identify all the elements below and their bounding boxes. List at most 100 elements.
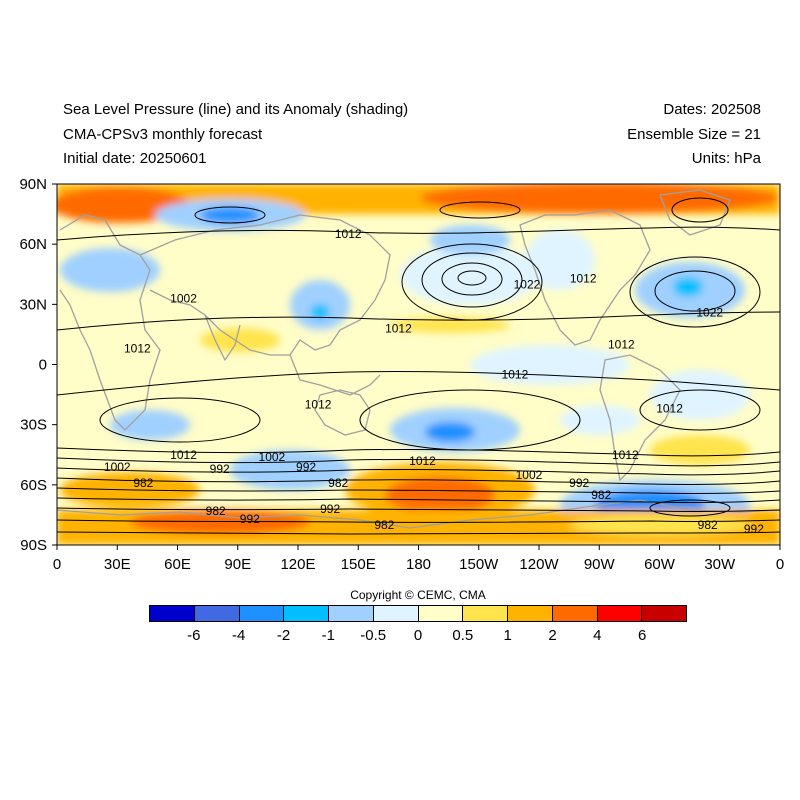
- colorbar-swatch: [642, 606, 686, 621]
- shading-southern-aus-negative: [230, 450, 350, 490]
- contour-label: 992: [296, 460, 316, 474]
- map-figure: 1012 1002 1012 1022 1012 1012 1012 1022 1012 1012…: [19, 176, 784, 573]
- lat-label: 60N: [19, 236, 47, 253]
- contour-label: 1002: [170, 291, 197, 305]
- lon-label: 180: [406, 556, 431, 573]
- contour-label: 1012: [409, 454, 436, 468]
- contour-label: 992: [569, 476, 589, 490]
- model-name: CMA-CPSv3 monthly forecast: [63, 126, 263, 143]
- contour-label: 1012: [305, 398, 332, 412]
- shading-natl-core: [673, 277, 703, 297]
- contour-label: 1012: [656, 402, 683, 416]
- colorbar-swatch: [239, 606, 285, 621]
- contour-label: 1002: [104, 460, 131, 474]
- contour-south-2: [57, 457, 780, 467]
- contour-natl-high-1: [629, 256, 761, 328]
- shading-asia-core: [310, 304, 330, 320]
- colorbar-label: 6: [637, 627, 647, 644]
- contour-greenland-high: [671, 197, 729, 223]
- contour-siberia-low: [194, 206, 266, 224]
- contour-label: 1012: [124, 341, 151, 355]
- contour-label: 982: [374, 518, 394, 532]
- colorbar-swatch: [194, 606, 240, 621]
- contour-label: 1012: [570, 271, 597, 285]
- contour-label: 982: [133, 476, 153, 490]
- coast-india: [204, 314, 241, 362]
- lon-label: 60E: [164, 556, 191, 573]
- contour-south-5: [57, 487, 780, 494]
- coast-greenland: [659, 189, 731, 236]
- contour-label: 992: [240, 512, 260, 526]
- colorbar-swatch: [284, 606, 329, 621]
- shading-subtrop-positive: [390, 317, 510, 333]
- shading-eurasia-core: [200, 207, 260, 223]
- lat-label: 30S: [20, 417, 47, 434]
- contour-south-8: [57, 519, 780, 523]
- contour-satl-high: [639, 389, 761, 431]
- coast-seasia: [289, 354, 381, 396]
- colorbar-boxes: [149, 605, 687, 622]
- coast-australia: [314, 389, 371, 436]
- colorbar-swatch: [552, 606, 598, 621]
- shading-npac-negative: [430, 225, 510, 255]
- lon-label: 30W: [704, 556, 736, 573]
- coast-europe-africa: [59, 214, 161, 431]
- lon-label: 90E: [224, 556, 251, 573]
- lon-label: 0: [53, 556, 61, 573]
- lat-label: 90N: [19, 176, 47, 193]
- contour-arctic: [57, 226, 780, 241]
- contour-label: 1012: [502, 368, 529, 382]
- lat-label: 0: [39, 357, 47, 374]
- contour-south-4: [57, 477, 780, 485]
- contour-label: 1022: [514, 277, 541, 291]
- contour-label: 1002: [516, 468, 543, 482]
- anomaly-shading: [57, 184, 780, 545]
- contour-label: 992: [210, 462, 230, 476]
- lon-label: 60W: [644, 556, 676, 573]
- copyright-text: Copyright © CEMC, CMA: [350, 588, 486, 602]
- contour-npac-high-4: [457, 270, 487, 286]
- contour-natl-high-2: [654, 270, 736, 312]
- colorbar-swatch: [329, 606, 374, 621]
- lat-label: 60S: [20, 477, 47, 494]
- lon-label: 0: [776, 556, 784, 573]
- colorbar-label: -6: [187, 627, 201, 644]
- contour-npac-high-1: [401, 243, 543, 321]
- shading-ross-core: [385, 477, 495, 513]
- shading-tropical-atl: [650, 370, 750, 420]
- contour-label-layer: 1012 1002 1012 1022 1012 1012 1012 1022 1012 1012…: [104, 227, 764, 536]
- contour-weddell-low: [649, 499, 731, 517]
- forecast-dates: Dates: 202508: [663, 101, 761, 118]
- shading-antarctic-weak: [570, 515, 750, 535]
- coast-antarctica: [57, 499, 780, 529]
- lon-label: 90W: [584, 556, 616, 573]
- lon-label: 120W: [519, 556, 559, 573]
- coast-asia: [139, 214, 391, 356]
- colorbar-label: -2: [276, 627, 291, 644]
- colorbar-label: 0.5: [452, 627, 474, 644]
- contour-south-6: [57, 497, 780, 503]
- contour-label: 1012: [385, 321, 412, 335]
- contour-label: 982: [698, 518, 718, 532]
- colorbar-label: 0: [413, 627, 423, 644]
- coast-namerica: [519, 209, 651, 346]
- contour-south-7: [57, 507, 780, 512]
- initial-date: Initial date: 20250601: [63, 150, 207, 167]
- shading-sio-negative: [110, 410, 190, 440]
- shading-europe-negative: [60, 248, 160, 292]
- contour-sio-high: [99, 397, 261, 443]
- colorbar-swatch: [597, 606, 643, 621]
- lon-label: 120E: [280, 556, 315, 573]
- contour-label: 1012: [335, 227, 362, 241]
- colorbar-swatch: [373, 606, 419, 621]
- colorbar-swatch: [508, 606, 553, 621]
- contour-label: 982: [206, 504, 226, 518]
- lat-label: 30N: [19, 296, 47, 313]
- contour-label: 982: [328, 476, 348, 490]
- shading-tropical-pac: [470, 345, 630, 385]
- colorbar-label: -0.5: [360, 627, 387, 644]
- lon-label: 150W: [459, 556, 499, 573]
- shading-antarctic-core: [130, 510, 310, 534]
- shading-satl-positive: [650, 435, 750, 465]
- shading-namer-slight: [525, 230, 595, 290]
